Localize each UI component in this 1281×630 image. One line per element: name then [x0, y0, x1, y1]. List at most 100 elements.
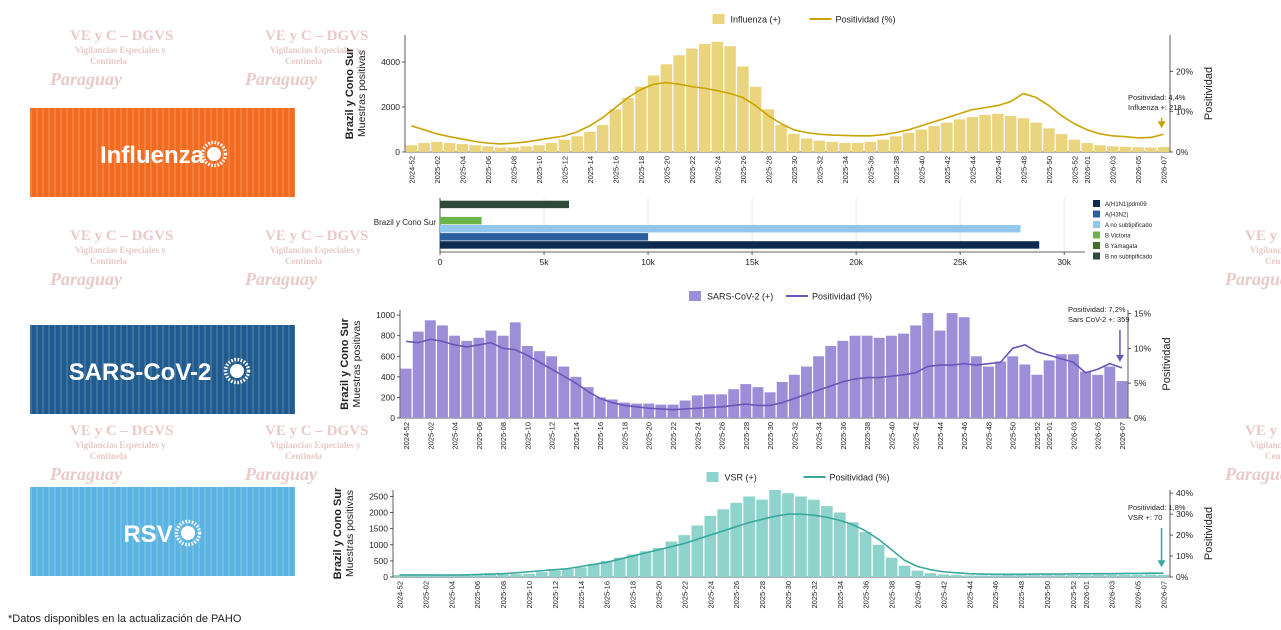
bar [864, 141, 877, 152]
x-tick-label: 2025-04 [458, 156, 467, 184]
bar [885, 557, 898, 577]
bar [419, 575, 432, 577]
x-tick-label: 2025-24 [706, 581, 715, 609]
bar [1081, 143, 1093, 152]
x-tick-label: 2025-18 [629, 581, 638, 609]
watermark-text: Paraguay [1224, 464, 1281, 484]
banner-icon-rays [174, 519, 202, 547]
x-tick-label: 2024-52 [395, 581, 404, 609]
x-tick-label: 2026-01 [1083, 156, 1092, 184]
watermark-text: Centinela [90, 451, 127, 461]
bar [686, 48, 698, 152]
x-tick-label: 2025-16 [596, 422, 605, 450]
legend: Influenza (+) Positividad (%) [712, 14, 896, 25]
x-tick-label: 2024-52 [402, 422, 411, 450]
bar [740, 384, 752, 418]
footnote: *Datos disponibles en la actualización d… [8, 613, 242, 625]
bar [469, 145, 481, 152]
bar [484, 574, 496, 577]
x-tick-label: 2025-42 [912, 422, 921, 450]
bar [497, 574, 509, 577]
x-tick-label: 2025-02 [426, 422, 435, 450]
x-tick-label: 2025-02 [433, 156, 442, 184]
bar [631, 403, 643, 418]
x-tick-label: 2025-16 [611, 156, 620, 184]
x-tick-label: 2025-22 [688, 156, 697, 184]
bar [769, 490, 781, 577]
watermark-text: VE y C – DGVS [70, 228, 173, 244]
legend-label: Influenza (+) [731, 15, 781, 25]
watermark-text: Vigilancias Especiales y [270, 440, 361, 450]
chart: 0 200 400 600 800 1000 0% 5% 10% 15% Brazil y Cono… [339, 291, 1173, 450]
x-tick-label: 2025-10 [535, 156, 544, 184]
bar [1104, 366, 1116, 418]
bar [437, 325, 448, 418]
bar [728, 389, 740, 418]
watermark-text: Centinela [285, 56, 322, 66]
bar [825, 346, 837, 418]
watermark-text: Vigilancias Especiales y [75, 45, 166, 55]
bar [898, 333, 909, 418]
bar [833, 512, 846, 577]
x-tick-label: 2026-03 [1108, 581, 1117, 609]
x-tick-label: 2025-38 [863, 422, 872, 450]
bar [596, 125, 609, 152]
banner: SARS-CoV-2 [30, 325, 295, 414]
legend-label: A no subtipificado [1105, 223, 1153, 229]
bar [724, 46, 736, 152]
bar [1118, 574, 1131, 577]
y2-tick-label: 20% [1176, 530, 1193, 540]
bar [458, 575, 471, 577]
annotation: Positividad: 1,8% [1128, 503, 1186, 512]
banner-stripes [30, 108, 295, 197]
bar [613, 557, 626, 577]
watermarks: VE y C – DGVS Vigilancias Especiales y Cen… [49, 28, 1281, 484]
bar [652, 548, 665, 577]
bar [1157, 574, 1170, 577]
x-tick-label: 2025-34 [841, 156, 850, 184]
y2-tick-label: 10% [1176, 107, 1193, 117]
bar [1055, 134, 1068, 152]
bar [762, 109, 775, 152]
x-tick-label: 2025-48 [1017, 581, 1026, 609]
banners: Influenza SARS-CoV-2 RSV [30, 108, 295, 576]
bar [523, 573, 535, 577]
legend-label: Positividad (%) [830, 473, 890, 483]
x-tick-label: 2025-06 [473, 581, 482, 609]
bar [485, 330, 497, 418]
bar [440, 216, 482, 225]
bar [400, 368, 412, 418]
y-axis-title: Brazil y Cono Sur [344, 47, 356, 139]
watermark-text: Vigilancias Especiales y [1250, 245, 1281, 255]
x-tick-label: 15k [745, 257, 759, 267]
bar [673, 55, 685, 152]
bar [992, 113, 1004, 152]
bar [782, 493, 794, 577]
bar [1079, 575, 1092, 577]
x-tick-label: 2025-32 [790, 422, 799, 450]
bar [749, 86, 762, 152]
x-tick-label: 2025-18 [620, 422, 629, 450]
x-tick-label: 2025-26 [732, 581, 741, 609]
y2-axis-title: Positividad [1161, 337, 1173, 390]
legend-label: B Victoria [1105, 234, 1131, 240]
x-tick-label: 25k [953, 257, 967, 267]
annotation-arrowhead [1157, 121, 1166, 129]
x-tick-label: 2025-28 [758, 581, 767, 609]
y2-tick-label: 30% [1176, 509, 1193, 519]
x-tick-label: 2025-24 [713, 156, 722, 184]
x-tick-label: 2025-36 [839, 422, 848, 450]
bar [752, 387, 764, 418]
x-tick-label: 5k [540, 257, 550, 267]
x-tick-label: 2025-12 [551, 581, 560, 609]
x-tick-label: 2025-04 [451, 422, 460, 450]
banner-icon [207, 147, 221, 161]
bar [717, 509, 730, 577]
bar [440, 225, 1021, 233]
bar [1116, 381, 1128, 418]
bar [456, 144, 469, 152]
bar [594, 397, 606, 418]
bar [418, 143, 430, 152]
bar [424, 320, 436, 418]
bar [533, 145, 545, 152]
